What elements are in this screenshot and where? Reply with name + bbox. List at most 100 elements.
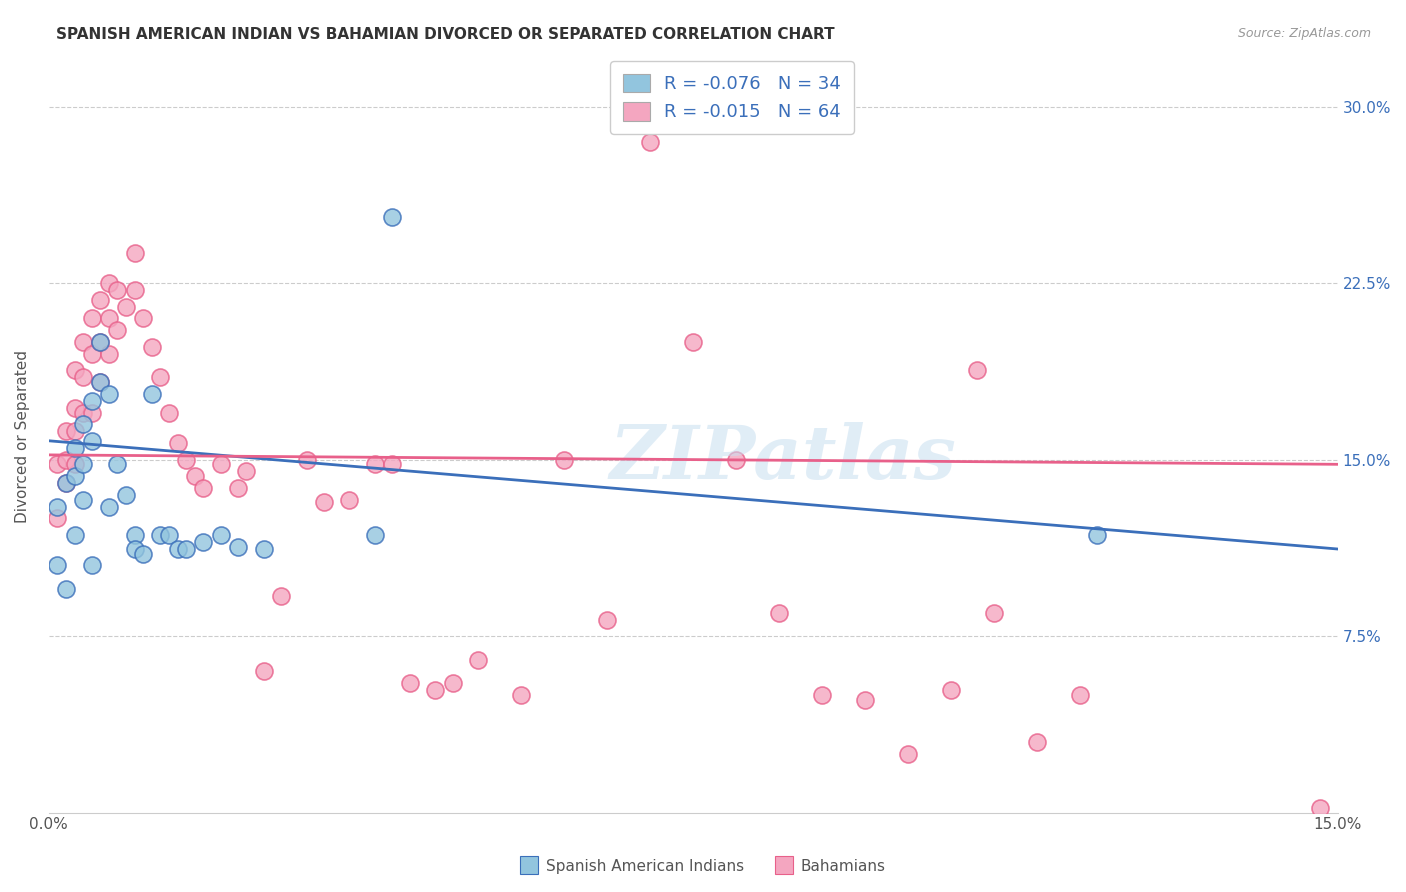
Point <box>80 393 103 408</box>
Point <box>149 528 172 542</box>
Point <box>107 458 129 472</box>
Point <box>63 425 86 439</box>
Point <box>46 458 69 472</box>
Point <box>141 386 163 401</box>
Y-axis label: Divorced or Separated: Divorced or Separated <box>15 350 30 523</box>
Point <box>226 540 249 554</box>
Point <box>1069 688 1091 702</box>
Point <box>46 558 69 573</box>
Point <box>226 481 249 495</box>
Point <box>97 386 120 401</box>
Point <box>184 469 207 483</box>
Point <box>97 347 120 361</box>
Point <box>55 582 77 596</box>
Point <box>149 370 172 384</box>
Point <box>72 417 94 432</box>
Point <box>939 683 962 698</box>
Point <box>682 334 704 349</box>
Point <box>364 528 387 542</box>
Point <box>80 405 103 419</box>
Point <box>115 300 138 314</box>
Point <box>381 458 404 472</box>
Point <box>312 495 335 509</box>
Point <box>252 541 274 556</box>
Point <box>295 452 318 467</box>
Point <box>141 340 163 354</box>
Point <box>63 441 86 455</box>
Point <box>339 492 361 507</box>
Point <box>638 135 661 149</box>
Point <box>63 401 86 415</box>
Text: Source: ZipAtlas.com: Source: ZipAtlas.com <box>1237 27 1371 40</box>
Point <box>725 452 748 467</box>
Point <box>124 541 146 556</box>
Point <box>124 283 146 297</box>
Point <box>124 245 146 260</box>
Point <box>174 541 197 556</box>
Point <box>46 511 69 525</box>
Point <box>72 334 94 349</box>
Point <box>1309 801 1331 815</box>
Point <box>467 652 489 666</box>
Point <box>72 370 94 384</box>
Point <box>115 488 138 502</box>
Point <box>193 481 215 495</box>
Point <box>55 452 77 467</box>
Point <box>983 606 1005 620</box>
Legend: Spanish American Indians, Bahamians: Spanish American Indians, Bahamians <box>515 853 891 880</box>
Point <box>398 676 420 690</box>
Point <box>89 293 111 307</box>
Point <box>425 683 447 698</box>
Point <box>596 613 619 627</box>
Point <box>80 347 103 361</box>
Point <box>63 469 86 483</box>
Point <box>209 528 232 542</box>
Point <box>510 688 533 702</box>
Point <box>80 558 103 573</box>
Point <box>441 676 464 690</box>
Point <box>63 458 86 472</box>
Point <box>72 458 94 472</box>
Point <box>157 405 180 419</box>
Text: ZIPatlas: ZIPatlas <box>610 423 957 495</box>
Point <box>166 436 188 450</box>
Point <box>97 276 120 290</box>
Point <box>89 375 111 389</box>
Point <box>270 589 292 603</box>
Point <box>553 452 575 467</box>
Point <box>132 547 155 561</box>
Point <box>55 476 77 491</box>
Point <box>80 434 103 448</box>
Point <box>897 747 920 761</box>
Point <box>89 334 111 349</box>
Point <box>1085 528 1108 542</box>
Point <box>132 311 155 326</box>
Point <box>853 692 876 706</box>
Point <box>166 541 188 556</box>
Point <box>55 425 77 439</box>
Point <box>966 363 988 377</box>
Point <box>124 528 146 542</box>
Point <box>63 528 86 542</box>
Point <box>174 452 197 467</box>
Point <box>89 375 111 389</box>
Point <box>381 211 404 225</box>
Point <box>768 606 790 620</box>
Point <box>364 458 387 472</box>
Point <box>252 665 274 679</box>
Point <box>209 458 232 472</box>
Point <box>72 405 94 419</box>
Legend: R = -0.076   N = 34, R = -0.015   N = 64: R = -0.076 N = 34, R = -0.015 N = 64 <box>610 61 853 134</box>
Point <box>55 476 77 491</box>
Point <box>72 492 94 507</box>
Point <box>97 500 120 514</box>
Point <box>80 311 103 326</box>
Text: SPANISH AMERICAN INDIAN VS BAHAMIAN DIVORCED OR SEPARATED CORRELATION CHART: SPANISH AMERICAN INDIAN VS BAHAMIAN DIVO… <box>56 27 835 42</box>
Point <box>46 500 69 514</box>
Point <box>811 688 834 702</box>
Point <box>107 323 129 337</box>
Point <box>89 334 111 349</box>
Point <box>235 464 257 478</box>
Point <box>97 311 120 326</box>
Point <box>157 528 180 542</box>
